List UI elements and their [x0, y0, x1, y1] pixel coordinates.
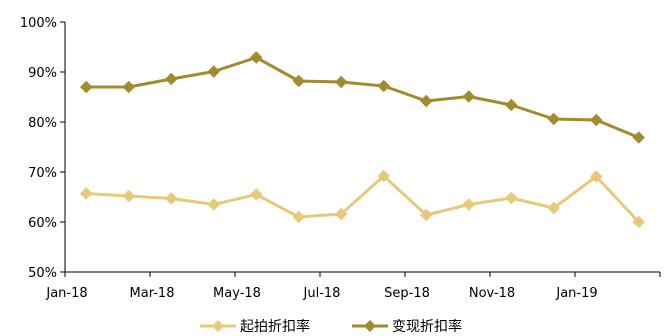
- data-point-marker: [249, 51, 263, 64]
- data-point-marker: [292, 74, 306, 88]
- chart-legend: 起拍折扣率 变现折扣率: [200, 318, 462, 335]
- data-point-marker: [377, 79, 391, 93]
- y-tick-label: 100%: [20, 16, 57, 31]
- legend-label: 变现折扣率: [392, 318, 462, 335]
- data-point-marker: [504, 191, 518, 205]
- data-point-marker: [207, 65, 221, 78]
- x-tick-label: Nov-18: [469, 286, 515, 301]
- data-point-marker: [79, 187, 93, 200]
- y-tick-label: 90%: [28, 66, 57, 81]
- x-tick-label: Jan-19: [555, 286, 597, 301]
- data-point-marker: [419, 94, 433, 108]
- data-point-marker: [632, 215, 646, 229]
- y-tick-label: 50%: [28, 266, 57, 281]
- data-point-marker: [419, 208, 433, 222]
- data-point-marker: [334, 207, 348, 221]
- data-point-marker: [589, 170, 603, 183]
- x-tick-label: May-18: [213, 286, 261, 301]
- legend-item-1: 起拍折扣率: [200, 318, 310, 335]
- legend-label: 起拍折扣率: [240, 318, 310, 335]
- y-tick-label: 80%: [28, 116, 57, 131]
- data-point-marker: [249, 188, 263, 201]
- y-tick-label: 70%: [28, 166, 57, 181]
- y-tick-label: 60%: [28, 216, 57, 231]
- series-line: [86, 56, 640, 139]
- data-point-marker: [164, 192, 178, 205]
- series-line: [86, 174, 640, 224]
- x-tick-label: Mar-18: [130, 286, 175, 301]
- data-point-marker: [504, 98, 518, 112]
- data-point-marker: [462, 90, 476, 103]
- data-point-marker: [207, 198, 221, 211]
- chart-axes: 50% 60% 70% 80% 90% 100% Jan-18 Mar-18 May-18 Jul…: [20, 16, 661, 301]
- data-point-marker: [292, 210, 306, 224]
- x-tick-label: Jan-18: [45, 286, 87, 301]
- series-1: [79, 169, 646, 229]
- data-point-marker: [547, 112, 561, 126]
- legend-item-2: 变现折扣率: [352, 318, 462, 335]
- data-point-marker: [164, 72, 178, 86]
- data-point-marker: [122, 80, 136, 94]
- chart-series: [79, 51, 646, 229]
- data-point-marker: [547, 201, 561, 215]
- legend-swatch-marker: [364, 320, 376, 332]
- x-tick-label: Jul-18: [303, 286, 341, 301]
- data-point-marker: [462, 198, 476, 211]
- x-tick-label: Sep-18: [384, 286, 430, 301]
- data-point-marker: [79, 80, 93, 94]
- data-point-marker: [589, 113, 603, 127]
- data-point-marker: [377, 169, 391, 183]
- legend-swatch-marker: [212, 320, 224, 332]
- data-point-marker: [632, 131, 646, 144]
- data-point-marker: [122, 189, 136, 203]
- data-point-marker: [334, 75, 348, 89]
- series-2: [79, 51, 646, 144]
